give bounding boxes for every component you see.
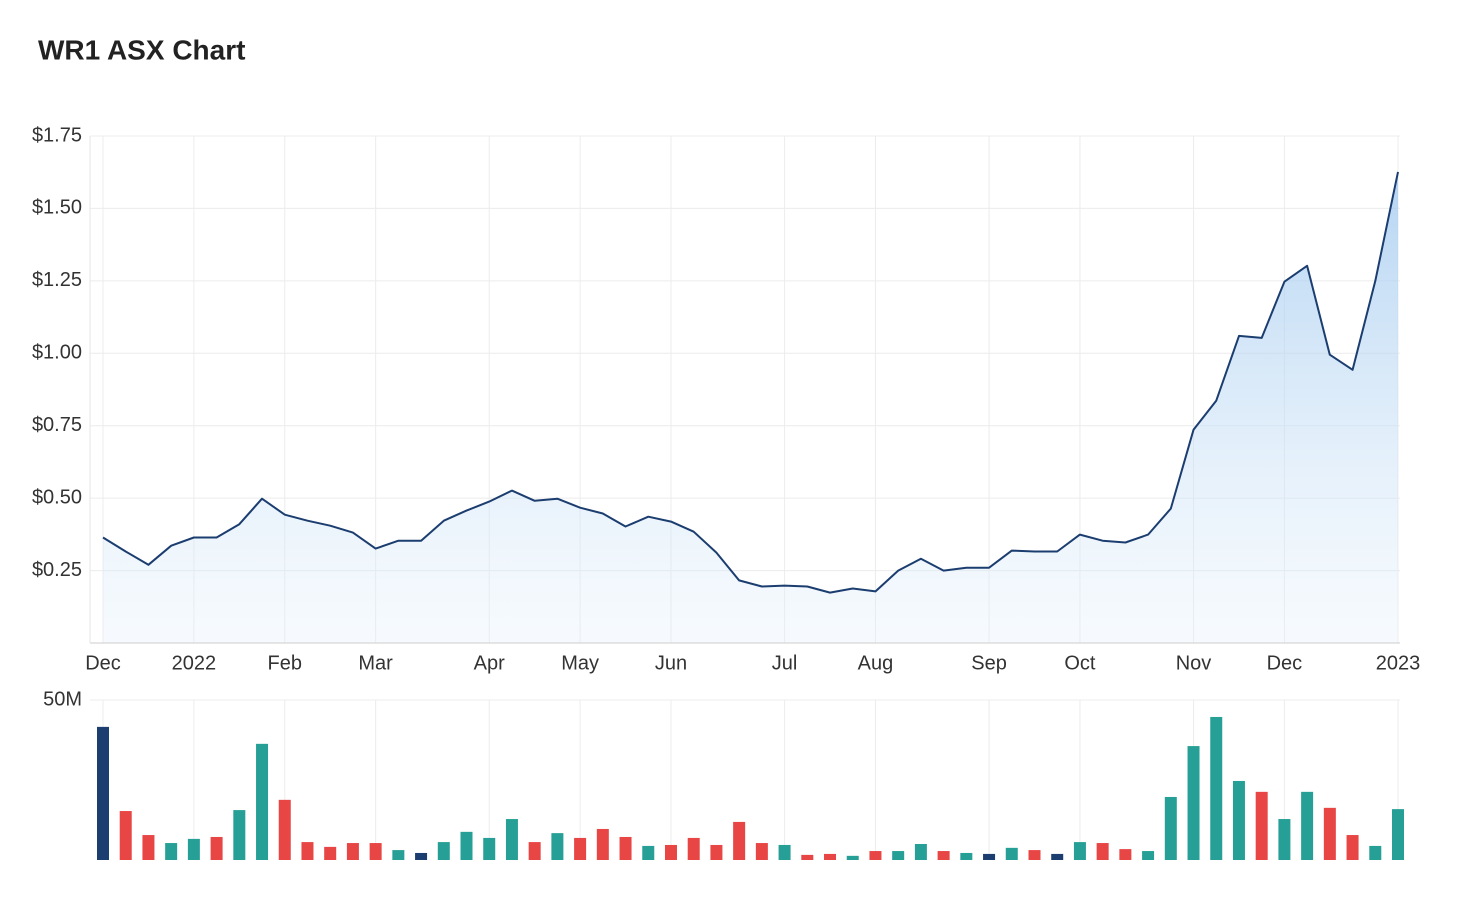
volume-bar: [233, 810, 246, 860]
volume-bar: [415, 852, 428, 860]
volume-bar: [664, 844, 677, 860]
volume-bar: [983, 853, 996, 860]
volume-bar: [437, 842, 450, 860]
volume-bar: [642, 845, 655, 860]
x-tick-label: Mar: [358, 652, 393, 674]
price-line: [102, 171, 1399, 594]
x-tick-label: Oct: [1064, 652, 1096, 674]
volume-bar: [483, 837, 496, 860]
volume-bar: [619, 836, 632, 860]
volume-bar: [824, 853, 837, 860]
volume-bar: [1142, 851, 1155, 860]
volume-bar: [1096, 843, 1109, 860]
x-tick-label: 2023: [1376, 652, 1421, 674]
x-tick-label: May: [561, 652, 599, 674]
volume-bar: [97, 726, 109, 860]
volume-bar: [1392, 809, 1404, 860]
volume-bar: [369, 843, 382, 860]
x-tick-label: Nov: [1176, 652, 1212, 674]
volume-bar: [733, 821, 746, 860]
volume-bar: [210, 836, 223, 860]
volume-bar: [165, 843, 178, 860]
y-tick-label: 50M: [43, 688, 82, 710]
volume-bar: [1323, 807, 1336, 860]
volume-bar: [1028, 850, 1041, 860]
volume-bar: [1164, 796, 1177, 860]
volume-bar: [1278, 819, 1291, 860]
y-tick-label: $0.75: [32, 414, 82, 436]
volume-bar: [119, 811, 132, 860]
volume-bar: [142, 835, 155, 860]
volume-bar: [801, 854, 814, 860]
volume-bar: [256, 743, 269, 860]
volume-bar: [1369, 845, 1382, 860]
volume-bar: [187, 838, 200, 860]
x-tick-label: Sep: [971, 652, 1007, 674]
volume-bar: [937, 851, 950, 860]
x-tick-label: 2022: [172, 652, 217, 674]
volume-bar: [392, 850, 405, 860]
volume-bar: [301, 842, 314, 860]
volume-bar: [324, 846, 337, 860]
x-tick-label: Jul: [772, 652, 798, 674]
y-tick-label: $1.25: [32, 269, 82, 291]
y-tick-label: $0.50: [32, 486, 82, 508]
chart-title: WR1 ASX Chart: [38, 34, 245, 65]
x-tick-label: Jun: [655, 652, 687, 674]
volume-bar: [778, 844, 791, 860]
volume-bar: [755, 843, 768, 860]
volume-bar: [1301, 791, 1314, 860]
volume-bar: [1255, 791, 1268, 860]
volume-bar: [460, 831, 473, 860]
volume-bar: [1005, 847, 1018, 860]
y-tick-label: $1.50: [32, 197, 82, 219]
volume-bar: [1119, 849, 1132, 860]
volume-bar: [1051, 853, 1064, 860]
volume-bar: [1210, 716, 1223, 860]
x-tick-label: Dec: [1267, 652, 1303, 674]
volume-bar: [528, 842, 541, 860]
volume-bar: [869, 851, 882, 860]
x-tick-label: Aug: [858, 652, 894, 674]
y-tick-label: $1.75: [32, 124, 82, 146]
volume-bar: [278, 799, 291, 860]
volume-bar: [1346, 835, 1359, 860]
volume-bar: [687, 837, 700, 860]
volume-bar: [960, 852, 973, 860]
volume-bar: [346, 843, 359, 860]
volume-bar: [914, 844, 927, 860]
x-tick-label: Apr: [474, 652, 505, 674]
volume-bar: [551, 833, 564, 860]
volume-bar: [505, 819, 518, 860]
y-tick-label: $1.00: [32, 342, 82, 364]
volume-bar: [596, 828, 609, 860]
y-tick-label: $0.25: [32, 559, 82, 581]
x-tick-label: Feb: [268, 652, 302, 674]
x-tick-label: Dec: [85, 652, 121, 674]
volume-bar: [710, 844, 723, 860]
area-fill: [103, 171, 1398, 643]
volume-bar: [1073, 842, 1086, 860]
volume-bar: [574, 837, 587, 860]
volume-bar: [892, 851, 905, 860]
volume-bar: [846, 855, 859, 860]
volume-bar: [1187, 746, 1200, 860]
volume-bar: [1232, 780, 1245, 860]
